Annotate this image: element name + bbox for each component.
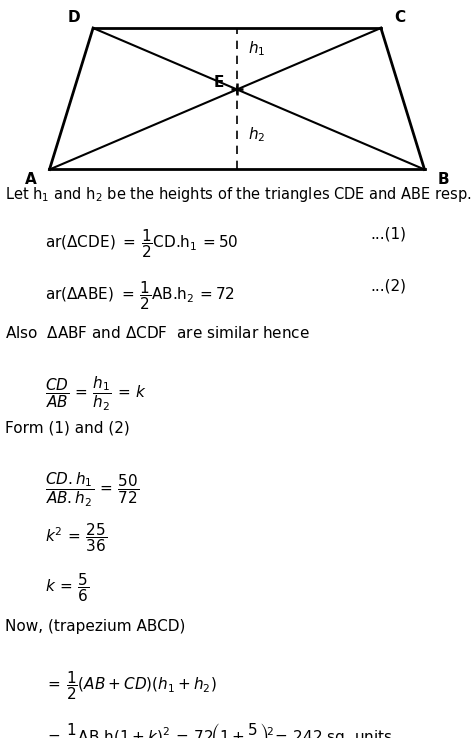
Text: Now, (trapezium ABCD): Now, (trapezium ABCD) [5, 619, 185, 634]
Text: ...(1): ...(1) [370, 227, 406, 242]
Text: $\dfrac{CD.h_1}{AB.h_2}\,=\,\dfrac{50}{72}$: $\dfrac{CD.h_1}{AB.h_2}\,=\,\dfrac{50}{7… [45, 471, 139, 509]
Text: A: A [25, 172, 36, 187]
Text: Also  $\Delta$ABF and $\Delta$CDF  are similar hence: Also $\Delta$ABF and $\Delta$CDF are sim… [5, 325, 310, 341]
Text: E: E [214, 75, 224, 90]
Text: $h_2$: $h_2$ [248, 125, 265, 145]
Text: $=\,\dfrac{1}{2}(AB+CD)(h_1 + h_2)$: $=\,\dfrac{1}{2}(AB+CD)(h_1 + h_2)$ [45, 669, 217, 702]
Text: B: B [438, 172, 449, 187]
Text: $\dfrac{CD}{AB}\,=\,\dfrac{h_1}{h_2}\,=\,k$: $\dfrac{CD}{AB}\,=\,\dfrac{h_1}{h_2}\,=\… [45, 375, 147, 413]
Text: $k\,=\,\dfrac{5}{6}$: $k\,=\,\dfrac{5}{6}$ [45, 571, 89, 604]
Text: C: C [394, 10, 405, 25]
Text: ...(2): ...(2) [370, 279, 406, 294]
Text: $h_1$: $h_1$ [248, 40, 265, 58]
Text: $k^2\,=\,\dfrac{25}{36}$: $k^2\,=\,\dfrac{25}{36}$ [45, 521, 107, 554]
Text: ar($\Delta$ABE) $=\,\dfrac{1}{2}$AB.h$_2\,= 72$: ar($\Delta$ABE) $=\,\dfrac{1}{2}$AB.h$_2… [45, 279, 235, 311]
Text: ar($\Delta$CDE) $=\,\dfrac{1}{2}$CD.h$_1\,= 50$: ar($\Delta$CDE) $=\,\dfrac{1}{2}$CD.h$_1… [45, 227, 238, 260]
Text: Let h$_1$ and h$_2$ be the heights of the triangles CDE and ABE resp.: Let h$_1$ and h$_2$ be the heights of th… [5, 184, 472, 204]
Text: D: D [67, 10, 80, 25]
Text: Form (1) and (2): Form (1) and (2) [5, 421, 130, 436]
Text: $=\,\dfrac{1}{2}$AB.h$(1+k)^2\,=\,72\!\left(1+\dfrac{5}{6}\right)^{\!2}\!=\,242$: $=\,\dfrac{1}{2}$AB.h$(1+k)^2\,=\,72\!\l… [45, 721, 393, 738]
